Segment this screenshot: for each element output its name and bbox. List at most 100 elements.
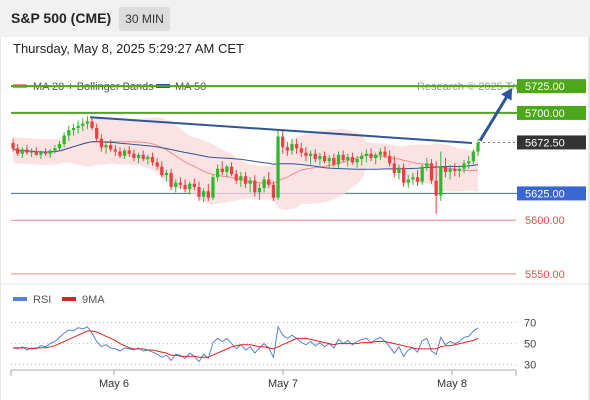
datetime-label: Thursday, May 8, 2025 5:29:27 AM CET <box>13 41 244 56</box>
candle-body <box>304 152 308 156</box>
candle-body <box>202 191 206 197</box>
candle-body <box>113 149 117 152</box>
candle-body <box>471 151 475 162</box>
rsi-tick-label: 50 <box>524 339 536 351</box>
timeframe-button[interactable]: 30 MIN <box>119 7 170 31</box>
candle-body <box>397 167 401 174</box>
candle-body <box>299 148 303 153</box>
bollinger-bands <box>13 117 478 210</box>
candle-body <box>48 150 52 154</box>
candle-body <box>169 173 173 187</box>
candle-body <box>448 168 452 172</box>
candle-body <box>467 161 471 164</box>
candle-body <box>146 156 150 160</box>
candle-body <box>90 121 94 128</box>
resistance-tag <box>517 105 586 120</box>
candle-body <box>136 154 141 158</box>
candle-body <box>132 153 136 158</box>
candle-body <box>364 153 369 156</box>
price-tags: 5725.00 5700.00 5672.50 5625.00 5600.00 5550.… <box>517 79 586 281</box>
candle-body <box>197 186 201 197</box>
candle-body <box>262 179 266 189</box>
candle-body <box>318 155 322 160</box>
price-levels <box>11 85 586 275</box>
candle-body <box>295 144 299 149</box>
candle-body <box>476 142 480 152</box>
candle-body <box>415 177 420 182</box>
candle-body <box>439 166 443 196</box>
candle-body <box>392 163 396 174</box>
candle-body <box>16 148 20 154</box>
candle-body <box>308 153 313 156</box>
candle-body <box>248 180 252 184</box>
rsi-plot: 70 50 30 <box>11 318 536 372</box>
candle-body <box>188 183 192 190</box>
candle-body <box>109 145 113 150</box>
x-axis-ticks: May 6 May 7 May 8 <box>99 370 467 390</box>
candle-body <box>429 163 434 181</box>
resistance-tag <box>517 79 586 94</box>
rsi-ma-legend-label: 9MA <box>82 294 105 306</box>
candle-body <box>457 168 462 171</box>
candle-body <box>39 152 43 155</box>
rsi-legend-swatch <box>13 297 27 301</box>
resistance-label: 5725.00 <box>525 81 565 93</box>
candle-body <box>225 166 229 172</box>
candle-body <box>122 150 127 156</box>
candle-body <box>57 144 62 149</box>
candle-body <box>85 121 90 124</box>
candle-body <box>406 179 410 183</box>
candle-body <box>243 176 248 184</box>
candle-body <box>118 151 122 156</box>
candle-body <box>327 158 331 162</box>
candle-body <box>336 154 341 165</box>
chart-header: S&P 500 (CME) 30 MIN <box>0 0 590 37</box>
rsi-tick-label: 70 <box>524 318 536 330</box>
candle-body <box>76 125 80 128</box>
candle-body <box>34 151 38 155</box>
candle-body <box>155 162 159 167</box>
candle-body <box>192 183 196 187</box>
candle-body <box>71 127 76 131</box>
candle-body <box>257 188 262 193</box>
candle-body <box>313 153 317 160</box>
candle-body <box>62 135 66 145</box>
candle-body <box>462 163 466 169</box>
candle-body <box>276 136 280 198</box>
candle-body <box>281 136 285 148</box>
candle-body <box>141 154 145 160</box>
candle-body <box>174 182 178 187</box>
x-tick-label: May 7 <box>268 378 298 390</box>
candle-body <box>411 177 415 180</box>
candle-body <box>127 150 131 154</box>
candle-body <box>378 151 382 155</box>
candle-body <box>239 176 243 181</box>
candle-body <box>290 144 294 151</box>
candle-body <box>369 153 373 158</box>
candle-body <box>20 149 24 154</box>
projection-arrow-head <box>501 88 513 101</box>
rsi-tick-label: 30 <box>524 360 536 372</box>
candle-body <box>434 180 438 196</box>
candle-body <box>355 159 359 163</box>
candle-body <box>183 184 187 190</box>
candle-body <box>425 163 429 167</box>
rsi-legend-label: RSI <box>33 294 51 306</box>
last-price-tag <box>517 135 586 150</box>
candle-body <box>215 168 220 178</box>
lower-support-label: 5600.00 <box>525 215 565 227</box>
candle-body <box>95 127 99 139</box>
candle-body <box>206 191 210 198</box>
candle-body <box>360 155 364 160</box>
candle-body <box>322 155 327 162</box>
candle-body <box>271 184 276 198</box>
rsi-ma-legend-swatch <box>62 297 76 301</box>
candle-body <box>420 166 424 182</box>
lower-support-label: 5550.00 <box>525 269 565 281</box>
candle-body <box>229 166 234 175</box>
candle-body <box>374 154 378 158</box>
candle-body <box>211 177 215 198</box>
candle-body <box>267 179 271 185</box>
descending-trendline <box>89 116 473 144</box>
